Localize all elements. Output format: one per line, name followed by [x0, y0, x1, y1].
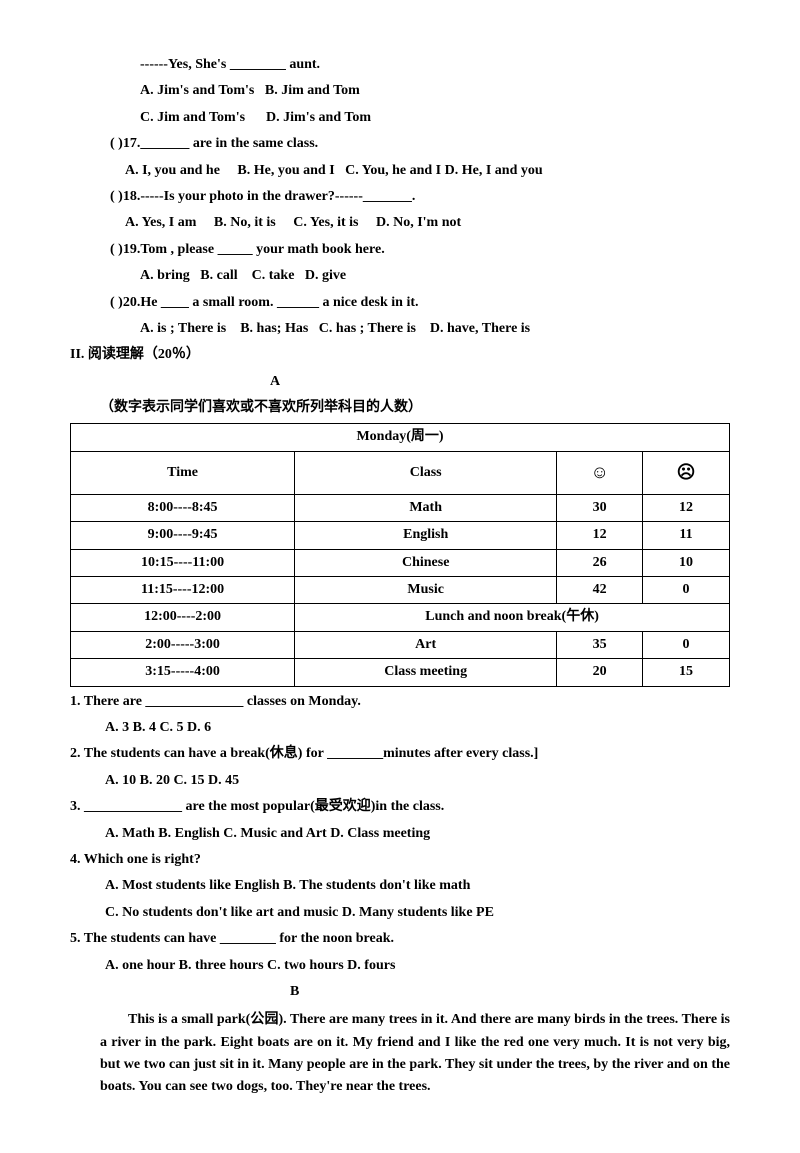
q20-opts: A. is ; There is B. has; Has C. has ; Th… — [70, 318, 730, 340]
table-row: 9:00----9:45English1211 — [71, 522, 730, 549]
aq4-stem: 4. Which one is right? — [70, 849, 730, 871]
q19-stem: ( )19.Tom , please _____ your math book … — [70, 239, 730, 261]
sad-icon: ☹ — [643, 451, 730, 494]
hdr-class: Class — [295, 451, 557, 494]
schedule-table: Monday(周一) Time Class ☺ ☹ 8:00----8:45Ma… — [70, 423, 730, 686]
passage-b-label: B — [70, 981, 730, 1003]
table-title: Monday(周一) — [71, 424, 730, 451]
q18-opts: A. Yes, I am B. No, it is C. Yes, it is … — [70, 212, 730, 234]
aq5-opts: A. one hour B. three hours C. two hours … — [70, 955, 730, 977]
table-row: 8:00----8:45Math3012 — [71, 494, 730, 521]
q20-stem: ( )20.He ____ a small room. ______ a nic… — [70, 292, 730, 314]
table-row: 10:15----11:00Chinese2610 — [71, 549, 730, 576]
aq2-stem: 2. The students can have a break(休息) for… — [70, 743, 730, 765]
q17-opts: A. I, you and he B. He, you and I C. You… — [70, 160, 730, 182]
passage-a-label: A — [70, 371, 730, 393]
aq2-opts: A. 10 B. 20 C. 15 D. 45 — [70, 770, 730, 792]
q16-line1: ------Yes, She's ________ aunt. — [70, 54, 730, 76]
lunch-row: 12:00----2:00Lunch and noon break(午休) — [71, 604, 730, 631]
aq5-stem: 5. The students can have ________ for th… — [70, 928, 730, 950]
happy-icon: ☺ — [557, 451, 643, 494]
q16-opts-cd: C. Jim and Tom's D. Jim's and Tom — [70, 107, 730, 129]
q19-opts: A. bring B. call C. take D. give — [70, 265, 730, 287]
q16-d: D. Jim's and Tom — [266, 110, 371, 125]
table-note: （数字表示同学们喜欢或不喜欢所列举科目的人数） — [70, 397, 730, 419]
aq3-opts: A. Math B. English C. Music and Art D. C… — [70, 823, 730, 845]
table-row: 3:15-----4:00Class meeting2015 — [71, 659, 730, 686]
q17-stem: ( )17._______ are in the same class. — [70, 133, 730, 155]
table-row: 11:15----12:00Music420 — [71, 577, 730, 604]
q16-b: B. Jim and Tom — [265, 83, 360, 98]
aq1-opts: A. 3 B. 4 C. 5 D. 6 — [70, 717, 730, 739]
aq4-cd: C. No students don't like art and music … — [70, 902, 730, 924]
hdr-time: Time — [71, 451, 295, 494]
aq3-stem: 3. ______________ are the most popular(最… — [70, 796, 730, 818]
aq1-stem: 1. There are ______________ classes on M… — [70, 691, 730, 713]
q18-stem: ( )18.-----Is your photo in the drawer?-… — [70, 186, 730, 208]
q16-a: A. Jim's and Tom's — [140, 83, 254, 98]
aq4-ab: A. Most students like English B. The stu… — [70, 875, 730, 897]
section-ii: II. 阅读理解（20％） — [70, 344, 730, 366]
table-row: 2:00-----3:00Art350 — [71, 631, 730, 658]
q16-opts-ab: A. Jim's and Tom's B. Jim and Tom — [70, 80, 730, 102]
q16-c: C. Jim and Tom's — [140, 110, 245, 125]
passage-b-text: This is a small park(公园). There are many… — [70, 1009, 730, 1099]
